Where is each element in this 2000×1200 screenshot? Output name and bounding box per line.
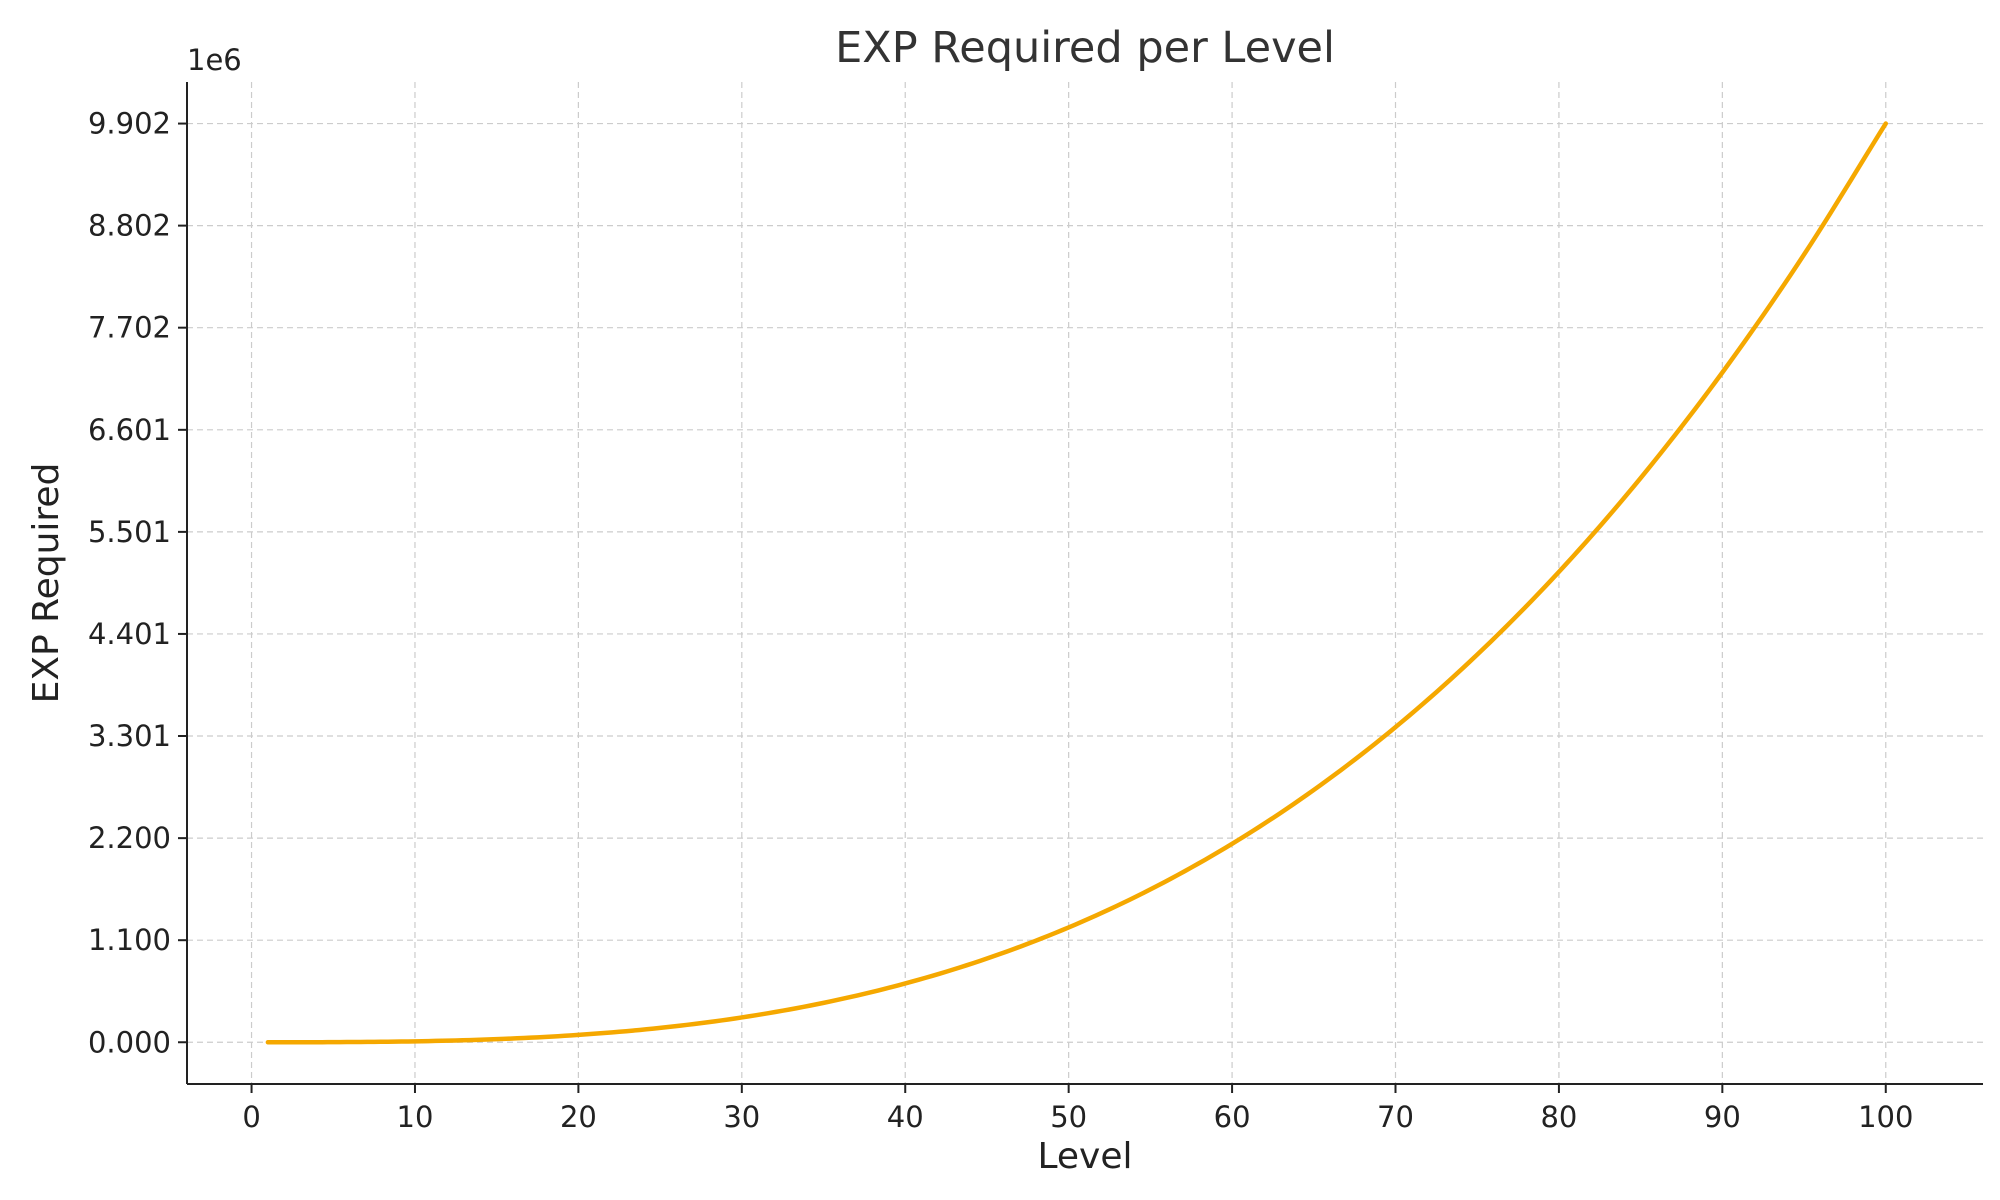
y-tick-label: 5.501 (88, 515, 171, 549)
y-tick-label: 0.000 (88, 1025, 171, 1059)
exp-curve-line (265, 121, 1889, 1045)
y-tick-label: 4.401 (88, 617, 171, 651)
x-tick-label: 50 (1050, 1100, 1087, 1134)
x-tick-label: 70 (1377, 1100, 1414, 1134)
x-tick-label: 10 (397, 1100, 434, 1134)
x-tick-label: 90 (1704, 1100, 1741, 1134)
y-axis-offset-label: 1e6 (187, 43, 242, 77)
y-tick-label: 1.100 (88, 923, 171, 957)
y-tick-label: 3.301 (88, 719, 171, 753)
y-tick-label: 6.601 (88, 413, 171, 447)
x-tick-label: 40 (887, 1100, 924, 1134)
x-tick-label: 80 (1540, 1100, 1577, 1134)
y-tick-label: 8.802 (88, 209, 171, 243)
x-tick-label: 60 (1214, 1100, 1251, 1134)
x-tick-label: 20 (560, 1100, 597, 1134)
y-tick-label: 2.200 (88, 821, 171, 855)
y-axis-title: EXP Required (26, 463, 67, 704)
x-tick-label: 0 (242, 1100, 260, 1134)
chart-title: EXP Required per Level (835, 23, 1335, 73)
grid (187, 82, 1983, 1084)
axes (186, 82, 1983, 1085)
x-tick-label: 100 (1858, 1100, 1913, 1134)
x-tick-label: 30 (723, 1100, 760, 1134)
series-layer (265, 121, 1889, 1045)
x-ticks: 0 10 20 30 40 50 60 70 80 90 100 (242, 1084, 1913, 1134)
y-ticks: 0.000 1.100 2.200 3.301 4.401 5.501 6.601 7.702… (88, 107, 187, 1059)
x-axis-title: Level (1037, 1136, 1132, 1177)
y-tick-label: 7.702 (88, 311, 171, 345)
y-tick-label: 9.902 (88, 107, 171, 141)
